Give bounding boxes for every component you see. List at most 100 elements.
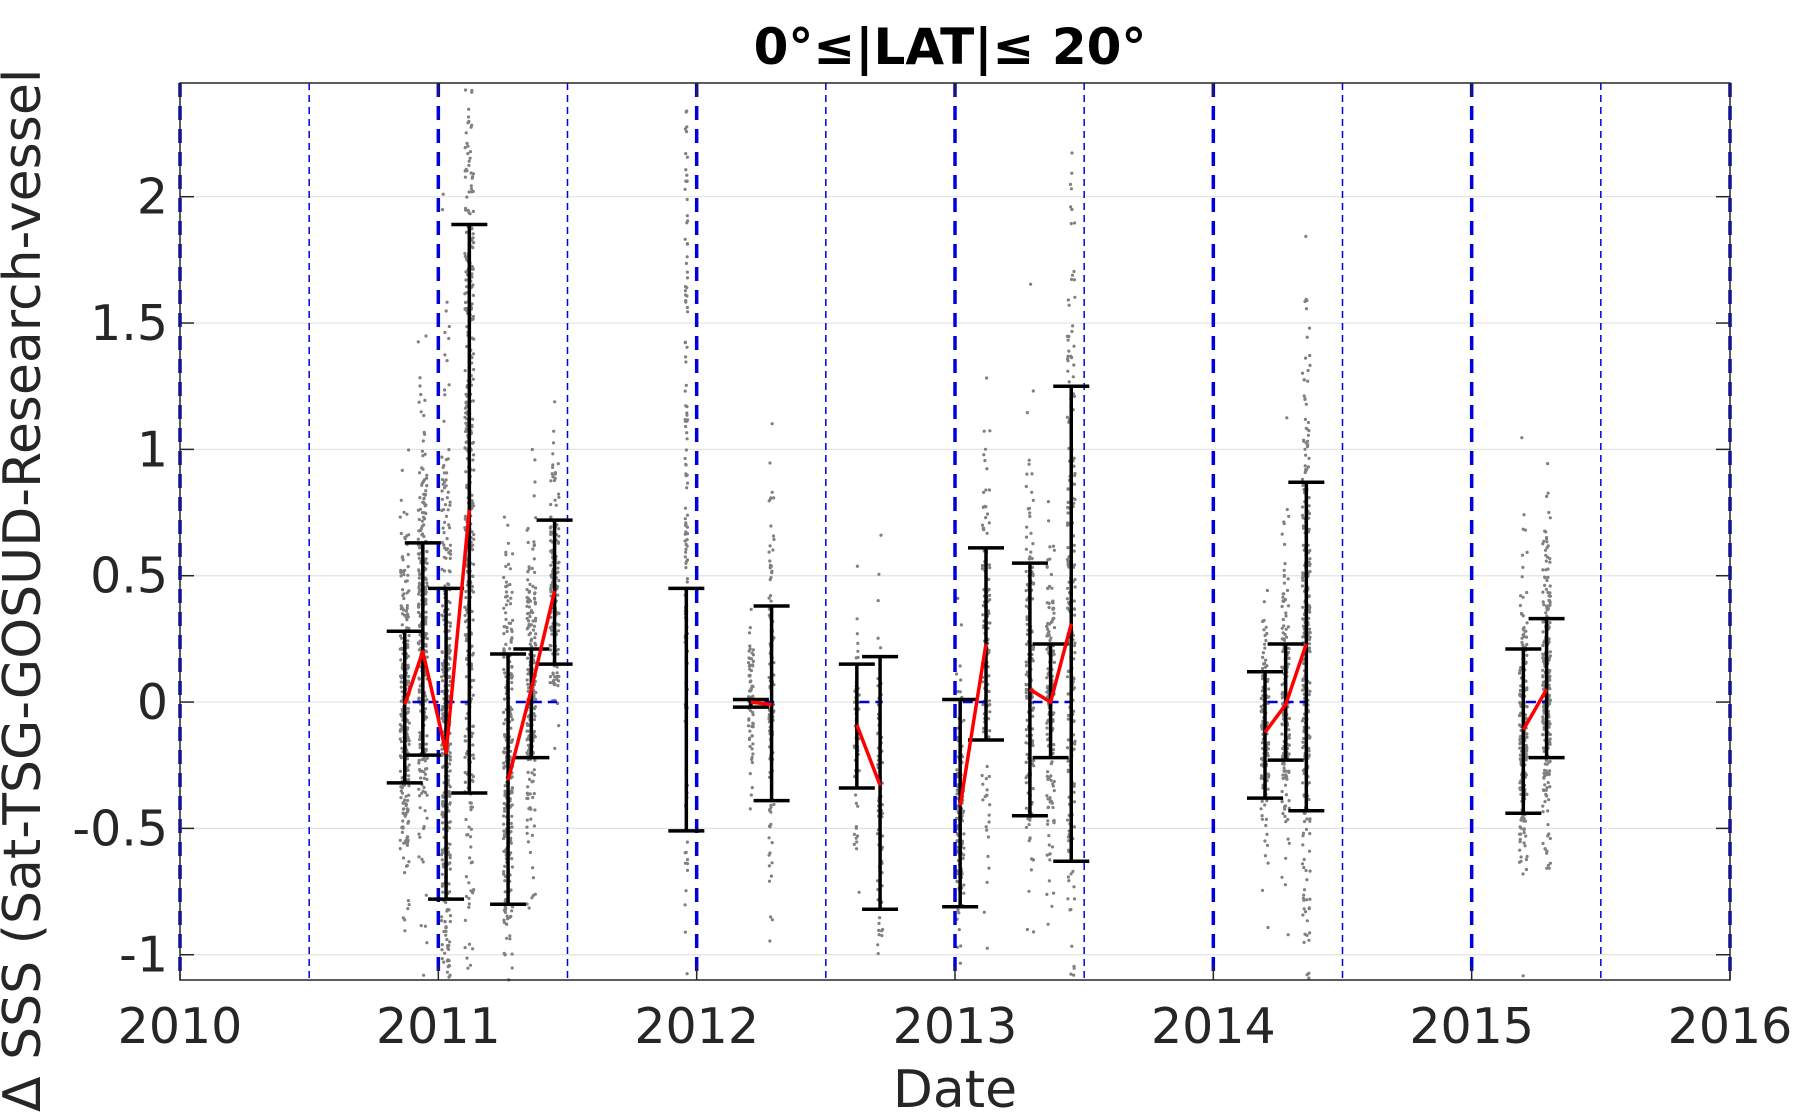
scatter-point — [441, 526, 445, 530]
scatter-point — [1029, 550, 1033, 554]
scatter-point — [507, 562, 511, 567]
scatter-point — [471, 172, 476, 176]
scatter-point — [534, 697, 538, 702]
scatter-point — [1264, 638, 1268, 643]
scatter-point — [405, 604, 409, 608]
scatter-point — [526, 540, 530, 545]
scatter-point — [1031, 758, 1035, 763]
scatter-point — [684, 463, 688, 467]
scatter-point — [510, 786, 514, 790]
scatter-point — [529, 807, 533, 811]
scatter-point — [534, 616, 538, 621]
scatter-point — [1073, 641, 1077, 645]
scatter-point — [419, 776, 423, 780]
scatter-point — [466, 833, 470, 837]
scatter-point — [683, 861, 688, 865]
scatter-point — [1260, 727, 1264, 731]
scatter-point — [962, 891, 966, 895]
scatter-point — [532, 792, 536, 796]
scatter-point — [552, 683, 557, 687]
scatter-point — [442, 555, 446, 559]
scatter-point — [463, 254, 467, 259]
scatter-point — [510, 738, 515, 742]
scatter-point — [1301, 524, 1305, 528]
scatter-point — [442, 471, 446, 475]
scatter-point — [854, 801, 859, 806]
scatter-point — [1519, 666, 1523, 670]
scatter-point — [982, 528, 986, 532]
scatter-point — [772, 802, 776, 807]
scatter-point — [471, 417, 475, 421]
scatter-point — [1304, 356, 1308, 360]
scatter-point — [1028, 836, 1032, 840]
scatter-point — [1073, 497, 1077, 501]
scatter-point — [424, 622, 428, 626]
scatter-point — [1050, 904, 1054, 908]
scatter-point — [510, 665, 514, 669]
scatter-point — [398, 838, 402, 842]
scatter-point — [506, 541, 510, 545]
scatter-point — [1521, 974, 1525, 978]
scatter-point — [401, 588, 405, 592]
scatter-point — [418, 737, 422, 742]
scatter-point — [1283, 562, 1287, 566]
scatter-point — [423, 452, 427, 456]
scatter-point — [983, 447, 988, 451]
scatter-point — [441, 815, 445, 819]
scatter-point — [751, 664, 755, 668]
scatter-point — [750, 724, 754, 729]
scatter-point — [1521, 595, 1525, 599]
scatter-point — [509, 627, 513, 631]
scatter-point — [1065, 415, 1069, 419]
scatter-point — [532, 824, 537, 828]
scatter-point — [1281, 761, 1285, 766]
scatter-point — [527, 565, 531, 569]
scatter-point — [1301, 505, 1305, 509]
scatter-point — [1305, 817, 1309, 821]
scatter-point — [465, 485, 469, 489]
scatter-point — [1281, 811, 1285, 816]
scatter-point — [1306, 379, 1310, 383]
scatter-point — [1259, 807, 1263, 811]
scatter-point — [463, 369, 467, 373]
scatter-point — [1263, 633, 1267, 638]
scatter-point — [1280, 626, 1284, 630]
scatter-point — [508, 602, 513, 606]
scatter-point — [402, 596, 406, 601]
scatter-point — [1548, 722, 1552, 726]
scatter-point — [1522, 841, 1526, 845]
scatter-point — [1073, 472, 1077, 476]
scatter-point — [440, 821, 445, 825]
scatter-point — [1545, 772, 1549, 776]
scatter-point — [506, 917, 510, 921]
scatter-point — [1522, 513, 1526, 517]
scatter-point — [1072, 973, 1076, 977]
scatter-point — [1282, 805, 1287, 809]
scatter-point — [1301, 605, 1305, 609]
scatter-point — [448, 867, 452, 871]
scatter-point — [424, 742, 428, 746]
scatter-point — [556, 652, 560, 656]
scatter-point — [1280, 875, 1284, 879]
scatter-point — [531, 628, 536, 632]
scatter-point — [1308, 897, 1312, 901]
scatter-point — [1307, 849, 1312, 853]
scatter-point — [1525, 590, 1529, 595]
scatter-point — [402, 608, 406, 612]
scatter-point — [748, 772, 752, 776]
scatter-point — [1024, 741, 1028, 745]
scatter-point — [877, 928, 881, 933]
scatter-point — [551, 441, 556, 445]
scatter-point — [503, 733, 507, 737]
scatter-point — [448, 794, 452, 799]
scatter-point — [1282, 581, 1286, 585]
scatter-point — [1543, 576, 1547, 580]
scatter-point — [1281, 773, 1285, 777]
scatter-point — [441, 865, 446, 869]
scatter-point — [987, 774, 991, 779]
scatter-point — [1546, 544, 1550, 548]
scatter-point — [685, 513, 690, 517]
scatter-point — [463, 146, 467, 150]
scatter-point — [472, 533, 476, 537]
scatter-point — [557, 534, 561, 538]
